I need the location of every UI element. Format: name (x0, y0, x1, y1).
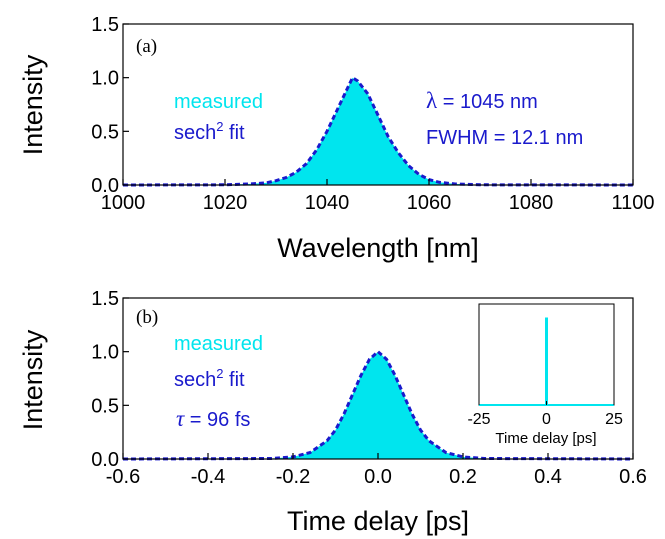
a-panel-label: (a) (136, 36, 157, 57)
b-fit-line (122, 349, 634, 461)
b-legend-fit-rest: fit (223, 369, 245, 391)
b-x-tick-label: 0.6 (619, 466, 647, 488)
a-y-ticks: 0.0 0.5 1.0 1.5 (91, 14, 129, 197)
b-legend-fit-sup: 2 (216, 366, 223, 381)
a-y-axis-label: Intensity (18, 54, 48, 155)
a-legend-fit-rest: fit (223, 122, 245, 144)
a-x-tick-label: 1060 (407, 192, 452, 214)
b-y-tick-label: 0.5 (91, 395, 119, 417)
b-y-tick-label: 1.5 (91, 288, 119, 310)
b-y-tick-label: 1.0 (91, 342, 119, 364)
panel-b: -0.6 -0.4 -0.2 0.0 0.2 0.4 0.6 0.0 0.5 1.0 1.5 (b… (18, 288, 647, 536)
a-legend-fit: sech2 fit (174, 119, 245, 144)
b-x-tick-label: -0.6 (106, 466, 140, 488)
a-measured-area (123, 77, 633, 185)
b-inset-x-label: Time delay [ps] (495, 430, 596, 447)
b-y-tick-label: 0.0 (91, 449, 119, 471)
b-x-tick-label: 0.4 (534, 466, 562, 488)
a-x-tick-label: 1080 (509, 192, 554, 214)
a-y-tick-label: 0.0 (91, 175, 119, 197)
b-inset-ticks: -25 0 25 (467, 401, 623, 428)
a-x-tick-label: 1020 (203, 192, 248, 214)
a-y-tick-label: 0.5 (91, 121, 119, 143)
b-inset: -25 0 25 Time delay [ps] (467, 303, 623, 447)
a-legend-fit-sech: sech (174, 122, 216, 144)
b-y-axis-label: Intensity (18, 329, 48, 430)
b-x-ticks: -0.6 -0.4 -0.2 0.0 0.2 0.4 0.6 (106, 453, 647, 488)
a-x-tick-label: 1100 (611, 192, 654, 214)
b-x-axis-label: Time delay [ps] (287, 506, 469, 536)
b-legend-fit: sech2 fit (174, 366, 245, 391)
b-x-tick-label: -0.2 (276, 466, 310, 488)
a-x-ticks: 1000 1020 1040 1060 1080 1100 (101, 179, 655, 214)
panel-a: 1000 1020 1040 1060 1080 1100 0.0 0.5 1.0 1.5 (a… (18, 14, 655, 263)
b-panel-label: (b) (136, 307, 158, 328)
b-legend-fit-sech: sech (174, 369, 216, 391)
a-y-tick-label: 1.5 (91, 14, 119, 36)
a-lambda-symbol: λ (426, 88, 438, 113)
a-lambda-value: = 1045 nm (437, 91, 538, 113)
b-x-tick-label: 0.0 (364, 466, 392, 488)
a-x-tick-label: 1040 (305, 192, 350, 214)
a-x-tick-label: 1000 (101, 192, 146, 214)
a-fwhm-annotation: FWHM = 12.1 nm (426, 127, 583, 149)
a-plot-frame (122, 23, 634, 186)
a-x-axis-label: Wavelength [nm] (277, 233, 479, 263)
a-legend-measured: measured (174, 91, 263, 113)
b-tau-annotation: τ = 96 fs (176, 406, 250, 431)
b-x-tick-label: 0.2 (449, 466, 477, 488)
b-x-tick-label: -0.4 (191, 466, 225, 488)
b-inset-x-tick-label: 25 (605, 411, 623, 428)
a-lambda-annotation: λ = 1045 nm (426, 88, 538, 113)
b-measured-area (123, 351, 633, 459)
a-y-tick-label: 1.0 (91, 68, 119, 90)
b-y-ticks: 0.0 0.5 1.0 1.5 (91, 288, 129, 471)
b-inset-x-tick-label: 0 (542, 411, 551, 428)
a-legend-fit-sup: 2 (216, 119, 223, 134)
b-tau-symbol: τ (176, 406, 185, 431)
b-legend-measured: measured (174, 333, 263, 355)
b-tau-value: = 96 fs (184, 409, 250, 431)
b-inset-x-tick-label: -25 (467, 411, 490, 428)
